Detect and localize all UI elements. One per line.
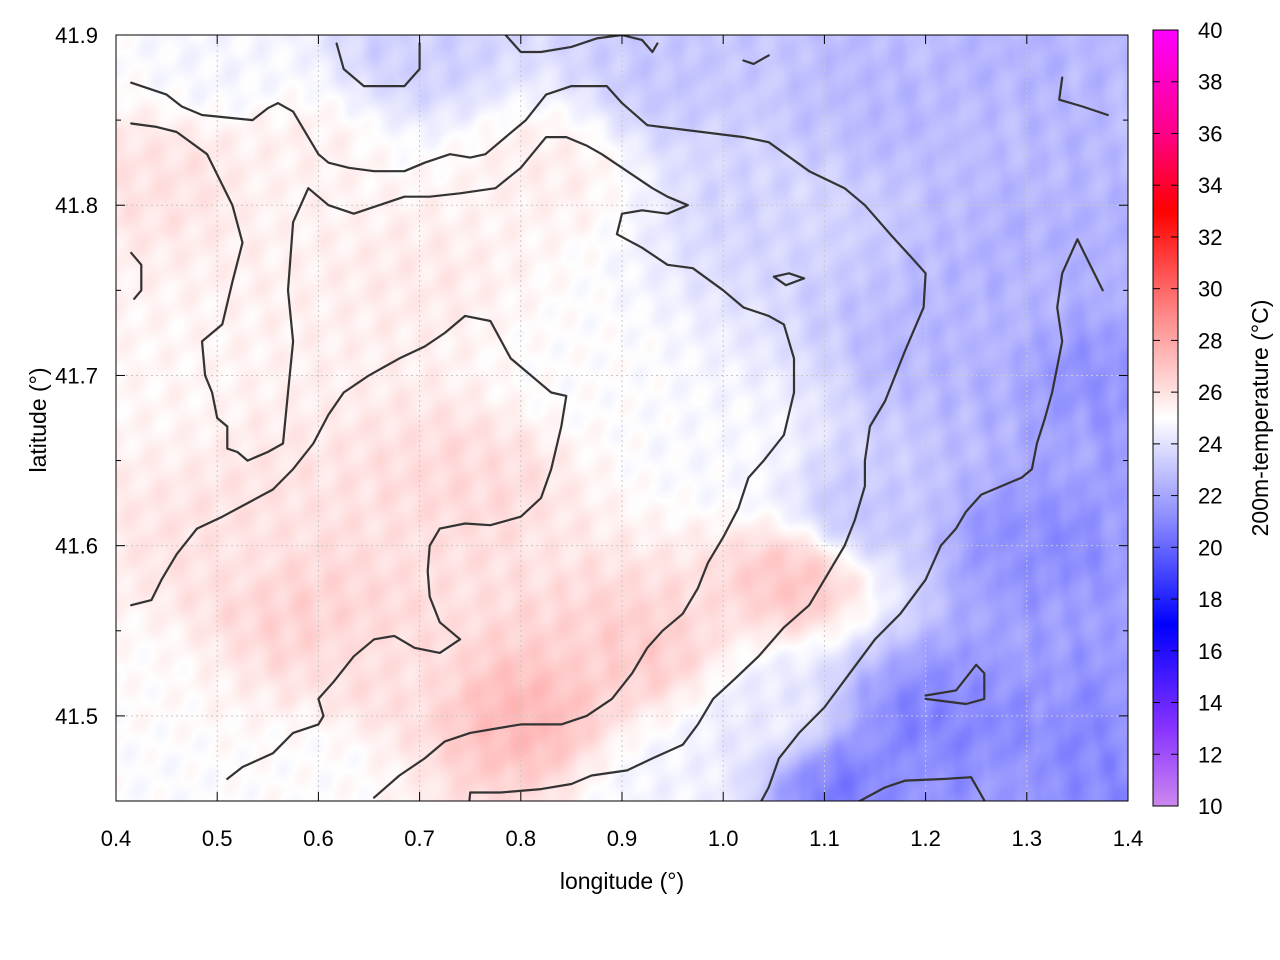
y-axis-label: latitude (°): [25, 367, 51, 472]
x-tick-label: 0.8: [506, 826, 537, 851]
colorbar-tick-label: 16: [1198, 639, 1222, 664]
y-tick-label: 41.9: [55, 23, 98, 48]
contour-line: [742, 54, 770, 66]
contour-line: [760, 238, 1104, 801]
colorbar-label: 200m-temperature (°C): [1247, 300, 1273, 537]
colorbar-tick-label: 38: [1198, 70, 1222, 95]
colorbar-tick-label: 34: [1198, 173, 1222, 198]
x-tick-label: 0.6: [303, 826, 334, 851]
colorbar-fill: [1153, 30, 1178, 806]
y-axis-ticks: 41.5 41.6 41.7 41.8 41.9: [55, 23, 1128, 802]
x-tick-label: 0.9: [607, 826, 638, 851]
contour-line: [130, 251, 143, 300]
x-tick-label: 1.1: [809, 826, 840, 851]
y-tick-label: 41.5: [55, 704, 98, 729]
grid-lines: [116, 35, 1128, 801]
x-tick-label: 0.5: [202, 826, 233, 851]
contour-line: [504, 35, 659, 54]
contour-lines: [130, 35, 1109, 814]
contour-line: [1042, 804, 1049, 814]
colorbar-ticks: 10 12 14 16 18 20 22 24 26 28 30 32 34 36 38 40: [1153, 18, 1222, 819]
y-tick-label: 41.6: [55, 534, 98, 559]
colorbar-frame: [1152, 29, 1179, 807]
plot-area: [116, 35, 1128, 814]
colorbar: 10 12 14 16 18 20 22 24 26 28 30 32 34 36 38 40 200m-te…: [1152, 18, 1273, 819]
x-tick-label: 1.3: [1012, 826, 1043, 851]
colorbar-tick-label: 26: [1198, 380, 1222, 405]
contour-line: [856, 776, 986, 801]
x-tick-label: 1.2: [910, 826, 941, 851]
colorbar-tick-label: 36: [1198, 121, 1222, 146]
colorbar-tick-label: 40: [1198, 18, 1222, 43]
x-tick-label: 0.7: [404, 826, 435, 851]
contour-line: [1058, 76, 1109, 117]
colorbar-tick-label: 20: [1198, 535, 1222, 560]
x-axis-ticks: 0.4 0.5 0.6 0.7 0.8 0.9 1.0 1.1 1.2 1.3 1.4: [101, 35, 1144, 851]
colorbar-tick-label: 12: [1198, 742, 1222, 767]
contour-line: [130, 81, 927, 801]
colorbar-tick-label: 30: [1198, 277, 1222, 302]
contour-line: [130, 122, 796, 799]
x-tick-label: 1.4: [1113, 826, 1144, 851]
colorbar-tick-label: 14: [1198, 691, 1222, 716]
colorbar-tick-label: 32: [1198, 225, 1222, 250]
colorbar-tick-label: 10: [1198, 794, 1222, 819]
y-tick-label: 41.8: [55, 193, 98, 218]
colorbar-tick-label: 22: [1198, 484, 1222, 509]
contour-line: [335, 42, 421, 88]
x-tick-label: 0.4: [101, 826, 132, 851]
contour-line: [130, 314, 568, 781]
colorbar-tick-label: 24: [1198, 432, 1222, 457]
x-tick-label: 1.0: [708, 826, 739, 851]
contour-line: [772, 272, 806, 287]
contour-line: [924, 663, 986, 706]
x-axis-label: longitude (°): [560, 868, 684, 894]
colorbar-tick-label: 18: [1198, 587, 1222, 612]
y-tick-label: 41.7: [55, 363, 98, 388]
colorbar-tick-label: 28: [1198, 328, 1222, 353]
